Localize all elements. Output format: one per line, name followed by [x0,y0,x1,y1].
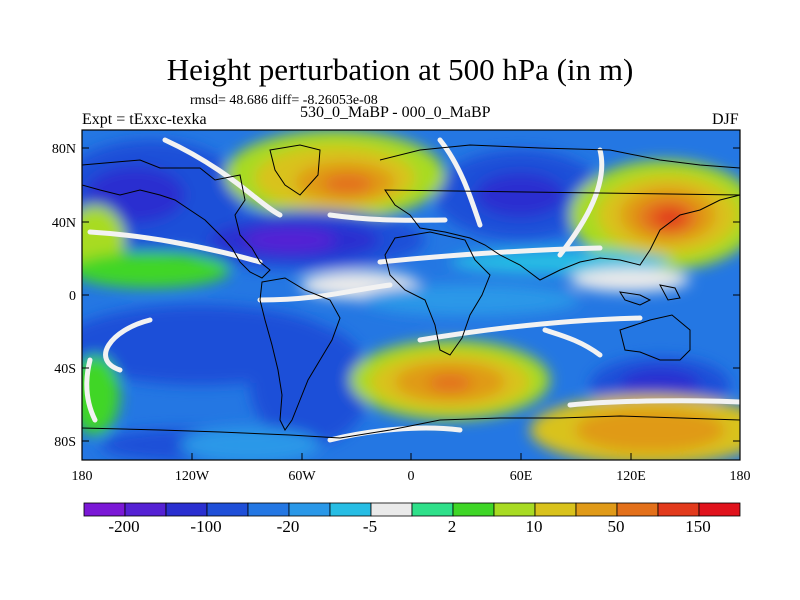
colorbar-label: 10 [526,517,543,536]
colorbar-label: -100 [190,517,221,536]
colorbar-box [83,502,126,517]
colorbar-labels: -200 -100 -20 -5 2 10 50 150 [108,517,710,536]
y-tick-labels: 80N 40N 0 40S 80S [52,142,76,450]
colorbar-label: 2 [448,517,457,536]
contour-field [82,130,740,460]
colorbar-label: 50 [608,517,625,536]
x-tick-label: 60W [288,469,316,484]
colorbar-box [452,502,495,517]
x-tick-label: 60E [510,469,533,484]
colorbar-label: -5 [363,517,377,536]
colorbar-box [206,502,249,517]
colorbar-box [493,502,536,517]
experiment-label: Expt = tExxc-texka [82,111,207,128]
x-tick-labels: 180 120W 60W 0 60E 120E 180 [72,469,751,484]
stats-text: rmsd= 48.686 diff= -8.26053e-08 [190,93,378,108]
colorbar [83,502,741,517]
colorbar-box [124,502,167,517]
coastlines [82,144,740,439]
colorbar-box [247,502,290,517]
y-tick-label: 80N [52,142,76,157]
y-tick-label: 40N [52,216,76,231]
y-tick-label: 80S [54,435,76,450]
colorbar-box [288,502,331,517]
colorbar-box [657,502,700,517]
colorbar-box [698,502,741,517]
colorbar-label: 150 [685,517,711,536]
colorbar-label: -20 [277,517,300,536]
period-label: 530_0_MaBP - 000_0_MaBP [300,104,491,121]
colorbar-box [575,502,618,517]
x-tick-label: 180 [730,469,751,484]
axis-ticks [81,147,741,460]
colorbar-box [165,502,208,517]
x-tick-label: 0 [408,469,415,484]
colorbar-box [370,502,413,517]
colorbar-box [534,502,577,517]
colorbar-box [411,502,454,517]
page-title: Height perturbation at 500 hPa (in m) [166,52,634,87]
x-tick-label: 120E [616,469,646,484]
y-tick-label: 0 [69,289,76,304]
season-label: DJF [712,111,739,128]
colorbar-box [616,502,659,517]
colorbar-box [329,502,372,517]
colorbar-label: -200 [108,517,139,536]
x-tick-label: 180 [72,469,93,484]
x-tick-label: 120W [175,469,210,484]
y-tick-label: 40S [54,362,76,377]
